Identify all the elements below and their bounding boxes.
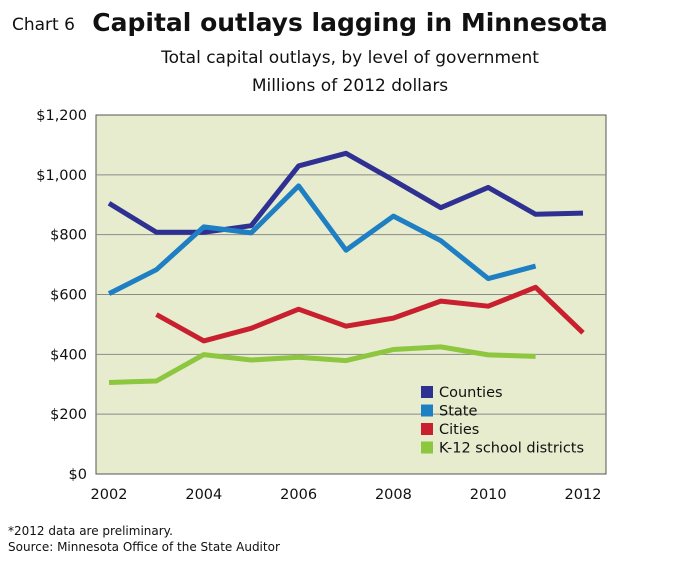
- legend-label: Counties: [439, 385, 503, 401]
- footnote: *2012 data are preliminary.: [8, 524, 173, 538]
- x-tick-label: 2008: [375, 487, 412, 503]
- x-tick-label: 2012: [565, 487, 602, 503]
- legend-swatch: [421, 386, 433, 398]
- series-line-state: [107, 183, 537, 296]
- x-tick-label: 2002: [91, 487, 128, 503]
- legend-swatch: [421, 441, 433, 454]
- x-axis-ticks: 2002 2004 2006 2008 2010 2012: [91, 487, 602, 503]
- x-tick-label: 2006: [280, 487, 317, 503]
- y-tick-label: $800: [50, 228, 87, 244]
- y-tick-label: $1,000: [36, 168, 87, 184]
- series-line-cities: [155, 284, 585, 344]
- y-tick-label: $400: [50, 347, 87, 363]
- chart-units: Millions of 2012 dollars: [251, 76, 449, 96]
- y-axis-ticks: $0 $200 $400 $600 $800 $1,000 $1,200: [36, 108, 87, 483]
- series-line-counties: [107, 150, 584, 235]
- legend: Counties State Cities K-12 school districts: [421, 385, 584, 457]
- y-tick-label: $600: [50, 288, 87, 304]
- chart-number: Chart 6: [12, 15, 75, 35]
- source-note: Source: Minnesota Office of the State Au…: [8, 540, 280, 554]
- x-tick-label: 2010: [470, 487, 507, 503]
- chart-title: Capital outlays lagging in Minnesota: [92, 8, 608, 37]
- y-tick-label: $0: [69, 467, 87, 483]
- legend-swatch: [421, 404, 433, 417]
- legend-label: K-12 school districts: [439, 441, 584, 457]
- legend-swatch: [421, 423, 433, 435]
- legend-label: State: [439, 404, 477, 420]
- y-tick-label: $1,200: [36, 108, 87, 124]
- series-line-k-12-school-districts: [108, 344, 536, 385]
- series-lines: [107, 150, 585, 385]
- chart-subtitle: Total capital outlays, by level of gover…: [161, 48, 539, 68]
- y-tick-label: $200: [50, 407, 87, 423]
- x-tick-label: 2004: [185, 487, 222, 503]
- legend-label: Cities: [439, 422, 479, 438]
